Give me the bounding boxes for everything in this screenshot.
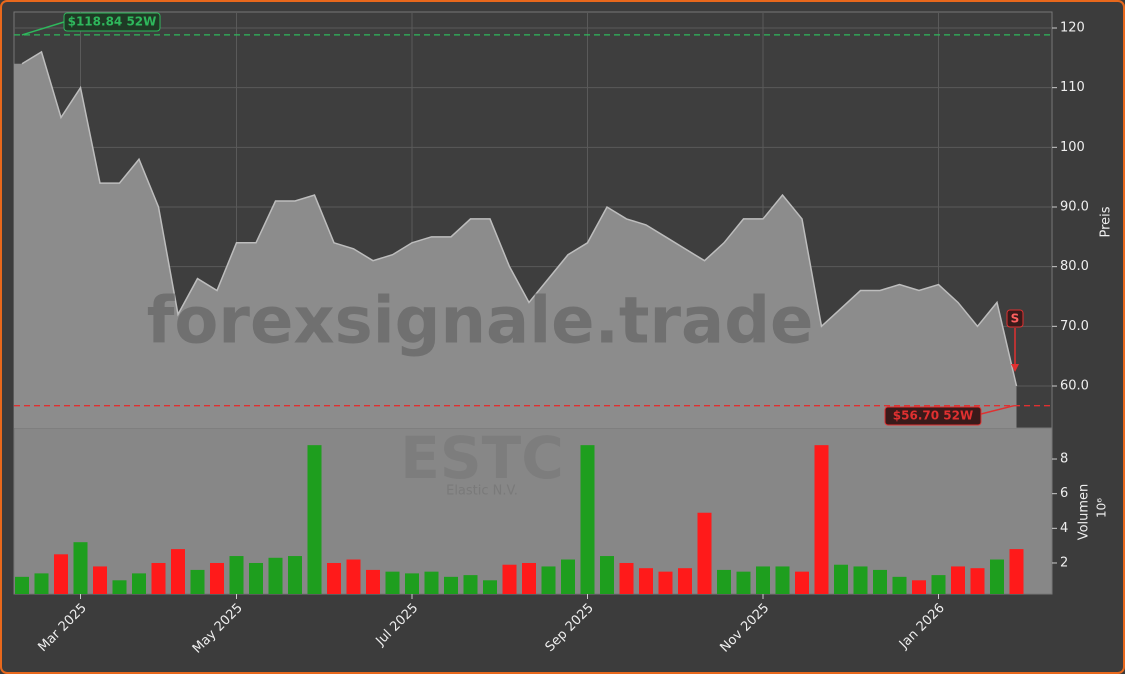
signal-box xyxy=(1006,309,1024,328)
volume-bar xyxy=(522,562,536,594)
volume-bar xyxy=(73,542,88,594)
volume-bar xyxy=(892,576,907,594)
volume-bar xyxy=(619,562,634,594)
annotation-box xyxy=(884,406,982,426)
watermark-company: Elastic N.V. xyxy=(446,484,518,499)
volume-bar xyxy=(288,556,302,594)
volume-bar xyxy=(444,576,458,594)
volume-bar xyxy=(15,576,29,594)
signal-arrow-head xyxy=(1011,364,1019,372)
volume-bar xyxy=(268,557,283,594)
volume-bar xyxy=(990,559,1004,594)
y-tick-label: 120 xyxy=(1060,20,1085,35)
volume-bar xyxy=(600,556,614,594)
volume-bar xyxy=(970,568,985,594)
volume-bar xyxy=(658,571,673,594)
volume-bar xyxy=(405,573,419,594)
volume-bar xyxy=(327,562,341,594)
watermark: forexsignale.trade xyxy=(147,285,814,359)
volume-bar xyxy=(561,559,575,594)
y-tick-label: 110 xyxy=(1060,80,1085,95)
y-tick-label: 70.0 xyxy=(1060,319,1089,334)
volume-bar xyxy=(502,564,517,594)
volume-bar xyxy=(873,569,887,594)
volume-bar xyxy=(385,571,400,594)
volume-bar xyxy=(853,566,868,594)
y-tick-label: 100 xyxy=(1060,140,1085,155)
volume-bar xyxy=(210,562,224,594)
volume-bar xyxy=(366,569,380,594)
volume-bar xyxy=(34,573,49,594)
volume-bar xyxy=(424,571,439,594)
volume-bar xyxy=(463,575,478,594)
y-tick-label: 8 xyxy=(1060,452,1068,467)
annotation-box xyxy=(63,12,161,32)
volume-bar xyxy=(541,566,556,594)
volume-bar xyxy=(678,568,692,594)
volume-bar xyxy=(190,569,205,594)
volume-bar xyxy=(249,562,263,594)
volume-bar xyxy=(1009,549,1024,594)
volume-bar xyxy=(697,512,712,594)
y-tick-label: 90.0 xyxy=(1060,199,1089,214)
signal-label: S xyxy=(1011,312,1020,326)
y-axis-label: Volumen xyxy=(1077,484,1092,541)
volume-bar xyxy=(912,580,926,594)
volume-bar xyxy=(814,445,829,594)
volume-bar xyxy=(171,549,185,594)
volume-bar xyxy=(112,580,127,594)
volume-bar xyxy=(717,569,731,594)
volume-bar xyxy=(132,573,146,594)
volume-bar xyxy=(775,566,790,594)
volume-bar xyxy=(483,580,497,594)
price-line xyxy=(21,50,1018,387)
y-tick-label: 80.0 xyxy=(1060,259,1089,274)
volume-bar xyxy=(54,554,68,594)
axis-offset-label: 10⁶ xyxy=(1095,498,1109,518)
price-area xyxy=(14,51,1017,428)
volume-bar xyxy=(229,556,244,594)
volume-bar xyxy=(951,566,965,594)
volume-bar xyxy=(346,559,361,594)
volume-bar xyxy=(931,575,946,594)
volume-bar xyxy=(580,445,595,594)
volume-bar xyxy=(756,566,770,594)
watermark-ticker: ESTC xyxy=(400,424,564,492)
annotation-arrow xyxy=(21,21,65,36)
volume-bar xyxy=(795,571,809,594)
y-axis-label: Preis xyxy=(1099,206,1114,237)
y-tick-label: 4 xyxy=(1060,521,1068,536)
annotation-label: $56.70 52W xyxy=(893,409,973,423)
volume-bar xyxy=(151,562,166,594)
annotation-label: $118.84 52W xyxy=(68,15,157,29)
y-tick-label: 6 xyxy=(1060,486,1068,501)
volume-bar xyxy=(736,571,751,594)
volume-bar xyxy=(834,564,848,594)
volume-bar xyxy=(307,445,322,594)
y-tick-label: 2 xyxy=(1060,555,1068,570)
volume-bar xyxy=(639,568,653,594)
y-tick-label: 60.0 xyxy=(1060,378,1089,393)
volume-bar xyxy=(93,566,107,594)
